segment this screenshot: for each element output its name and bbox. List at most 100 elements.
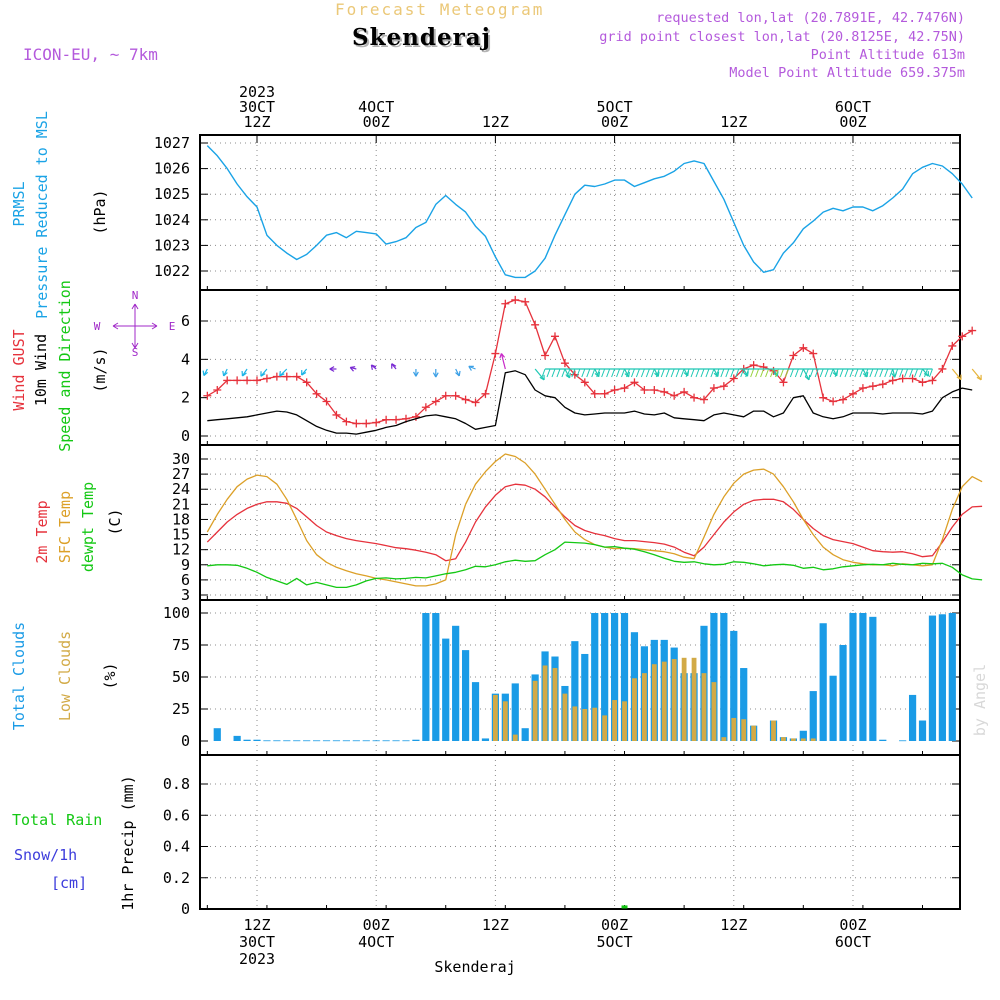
total-clouds-bar: [511, 683, 519, 741]
gust-marker: [481, 389, 490, 398]
low-clouds-bar: [492, 694, 498, 741]
wind-direction-arrowhead: [391, 363, 397, 369]
top-time-label: 00Z: [363, 113, 390, 131]
y-tick-label: 24: [172, 480, 190, 498]
bottom-time-label: 12Z: [243, 916, 270, 934]
total-clouds-bar: [372, 740, 380, 742]
gust-marker: [213, 386, 222, 394]
total-clouds-bar: [610, 613, 619, 741]
y-tick-label: 2: [181, 389, 190, 407]
wind-direction-arrow: [750, 368, 755, 378]
wind-direction-arrow: [725, 368, 730, 378]
wind-direction-arrow: [581, 368, 586, 378]
gust-marker: [352, 419, 361, 428]
wind-direction-arrow: [765, 368, 770, 378]
rain-bar: [621, 905, 628, 909]
total-clouds-bar: [362, 740, 370, 742]
bottom-time-label: 30CT: [239, 933, 275, 951]
gust-marker: [600, 389, 609, 398]
total-clouds-bar: [720, 613, 728, 741]
y-tick-label: 1025: [154, 185, 190, 203]
total-clouds-bar: [213, 728, 221, 741]
low-clouds-bar: [711, 682, 717, 741]
wind-direction-arrow: [775, 368, 779, 378]
total-clouds-bar: [452, 625, 460, 741]
wind-direction-arrow: [740, 368, 745, 378]
wind-direction-arrowhead: [976, 374, 982, 381]
pressure-label-short: PRMSL: [10, 181, 28, 226]
wind-direction-arrow: [904, 368, 909, 378]
gust-marker: [610, 386, 619, 394]
wind-direction-arrow: [640, 368, 645, 378]
wind-direction-arrow: [854, 368, 859, 378]
temp2m-line: [206, 483, 983, 562]
wind-direction-arrow: [551, 368, 556, 378]
wind-label: 10m Wind: [32, 334, 50, 406]
gust-label: Wind GUST: [10, 329, 28, 410]
wind-direction-arrow: [715, 368, 720, 378]
low-clouds-bar: [671, 659, 677, 741]
total-clouds-bar: [869, 616, 877, 741]
low-clouds-bar: [552, 668, 558, 741]
low-clouds-bar: [612, 700, 617, 741]
panel-2: 0 2 4 6: [181, 289, 961, 446]
wind-direction-arrowhead: [413, 371, 419, 377]
gust-marker: [431, 397, 440, 406]
gust-marker: [441, 391, 450, 400]
wind-direction-arrow: [924, 368, 928, 378]
y-tick-label: 0.2: [163, 869, 190, 887]
wind-direction-arrowhead: [468, 365, 474, 371]
compass-w: W: [94, 320, 101, 333]
gust-marker: [262, 374, 271, 383]
wind-direction-arrow: [784, 368, 789, 378]
total-clouds-bar: [849, 613, 857, 741]
precip-unit: 1hr Precip (mm): [119, 775, 137, 910]
low-clouds-bar: [562, 693, 568, 741]
bottom-time-label: 6OCT: [835, 933, 871, 951]
wind-direction-arrowhead: [349, 366, 356, 372]
gust-marker: [332, 410, 341, 419]
gust-marker: [928, 376, 937, 385]
wind-direction-arrow: [606, 368, 611, 378]
wind-direction-arrow: [561, 368, 566, 378]
wind-direction-arrow: [500, 353, 506, 370]
top-time-label: 5OCT: [597, 98, 633, 116]
wind-direction-arrow: [919, 368, 923, 378]
gust-marker: [282, 372, 291, 381]
wind-direction-arrowhead: [222, 370, 228, 377]
gust-marker: [580, 378, 589, 387]
wind-direction-arrow: [601, 368, 606, 378]
total-clouds-bar: [819, 623, 827, 741]
wind-direction-label: Speed and Direction: [56, 280, 74, 452]
total-clouds-bar: [422, 613, 430, 741]
wind-direction-arrow: [586, 368, 591, 378]
y-tick-label: 25: [172, 700, 190, 718]
gust-marker: [511, 295, 520, 304]
gust-marker: [868, 382, 877, 391]
gust-marker: [451, 391, 460, 400]
wind-direction-arrowhead: [202, 370, 209, 377]
total-clouds-bar: [809, 691, 817, 741]
wind-direction-arrowhead: [329, 366, 335, 372]
gust-marker: [799, 343, 808, 352]
y-tick-label: 100: [163, 604, 190, 622]
low-clouds-bar: [731, 717, 737, 741]
wind-direction-arrowhead: [432, 372, 439, 378]
wind-direction-arrow: [849, 368, 854, 378]
gust-marker: [848, 389, 857, 398]
compass-arrows: [112, 303, 158, 349]
gust-marker: [779, 378, 788, 387]
wind-direction-arrowhead: [773, 371, 779, 377]
gust-marker: [312, 389, 321, 398]
gust-marker: [729, 374, 738, 383]
total-clouds-bar: [471, 682, 480, 741]
gust-marker: [620, 384, 629, 393]
y-tick-label: 0.4: [163, 838, 190, 856]
gust-marker: [948, 341, 957, 350]
low-clouds-bar: [771, 720, 776, 741]
rain-label: Total Rain: [12, 811, 102, 829]
wind-direction-arrow: [685, 368, 690, 378]
total-clouds-bar: [312, 740, 321, 742]
top-time-label: 2023: [239, 83, 275, 101]
temp2m-label: 2m Temp: [33, 500, 51, 563]
